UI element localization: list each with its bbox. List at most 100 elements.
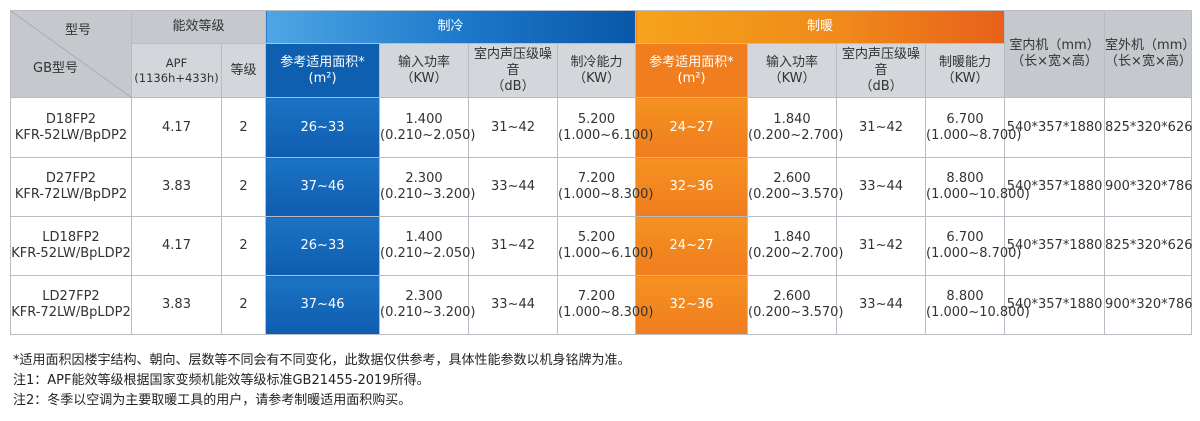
heat-power-header: 输入功率 （KW） bbox=[747, 43, 838, 98]
indoor-dim-cell: 540*357*1880 bbox=[1004, 275, 1106, 335]
footnote-apf: 注1：APF能效等级根据国家变频机能效等级标准GB21455-2019所得。 bbox=[13, 373, 430, 388]
outdoor-dim-cell: 900*320*786 bbox=[1104, 157, 1193, 217]
grade-cell: 2 bbox=[220, 97, 267, 158]
heat-power-label: 输入功率 bbox=[766, 54, 819, 70]
cool-capacity-cell: 7.200 (1.000~8.300) bbox=[557, 157, 653, 217]
model-cell: LD18FP2 KFR-52LW/BpLDP2 bbox=[10, 216, 132, 276]
cool-capacity-value: 5.200 bbox=[577, 111, 616, 127]
spec-table-body: D18FP2 KFR-52LW/BpDP2 4.17 2 26~33 1.400… bbox=[10, 97, 1193, 335]
cool-noise-cell: 31~42 bbox=[468, 216, 559, 276]
cool-power-range: (0.210~2.050) bbox=[380, 127, 476, 143]
heat-capacity-range: (1.000~8.700) bbox=[926, 246, 1022, 261]
heat-noise-cell: 33~44 bbox=[836, 275, 927, 335]
apf-label: APF bbox=[165, 55, 188, 70]
cool-power-value: 1.400 bbox=[405, 111, 443, 127]
heat-power-range: (0.200~2.700) bbox=[748, 246, 844, 261]
cool-area-cell: 37~46 bbox=[265, 157, 381, 217]
footnote-heating: 注2：冬季以空调为主要取暖工具的用户，请参考制暖适用面积购买。 bbox=[13, 393, 412, 408]
cool-power-cell: 1.400 (0.210~2.050) bbox=[379, 216, 476, 276]
table-row: LD27FP2 KFR-72LW/BpLDP2 3.83 2 37~46 2.3… bbox=[10, 275, 1193, 335]
heat-power-value: 1.840 bbox=[773, 230, 811, 245]
outdoor-dim-cell: 900*320*786 bbox=[1104, 275, 1193, 335]
cool-power-cell: 1.400 (0.210~2.050) bbox=[379, 97, 476, 158]
model-cell: D18FP2 KFR-52LW/BpDP2 bbox=[10, 97, 132, 158]
outdoor-dim-cell: 825*320*626 bbox=[1104, 216, 1193, 276]
cool-area-cell: 26~33 bbox=[265, 216, 381, 276]
efficiency-group-header: 能效等级 bbox=[130, 10, 267, 44]
cool-power-range: (0.210~2.050) bbox=[380, 246, 476, 261]
diagonal-divider bbox=[11, 11, 132, 98]
cool-area-cell: 26~33 bbox=[265, 97, 381, 158]
heat-capacity-value: 6.700 bbox=[946, 111, 984, 127]
grade-cell: 2 bbox=[220, 157, 267, 217]
heat-power-range: (0.200~2.700) bbox=[748, 127, 844, 143]
cool-capacity-value: 7.200 bbox=[577, 171, 616, 186]
heat-capacity-header: 制暖能力 （KW） bbox=[925, 43, 1006, 98]
apf-header: APF (1136h+433h) bbox=[131, 43, 222, 98]
heat-capacity-value: 8.800 bbox=[946, 289, 984, 304]
outdoor-dim-cell: 825*320*626 bbox=[1104, 97, 1193, 158]
heat-capacity-value: 8.800 bbox=[946, 171, 984, 186]
heat-area-unit: (m²) bbox=[677, 70, 706, 86]
cool-power-value: 1.400 bbox=[405, 230, 443, 245]
model-name: LD18FP2 bbox=[42, 230, 100, 245]
cool-area-unit: (m²) bbox=[308, 70, 337, 86]
apf-cell: 3.83 bbox=[131, 157, 222, 217]
table-row: D18FP2 KFR-52LW/BpDP2 4.17 2 26~33 1.400… bbox=[10, 97, 1193, 158]
model-name: D18FP2 bbox=[45, 111, 97, 127]
cool-capacity-cell: 5.200 (1.000~6.100) bbox=[557, 97, 653, 158]
gb-model-name: KFR-52LW/BpDP2 bbox=[14, 127, 128, 143]
gb-model-name: KFR-72LW/BpLDP2 bbox=[11, 305, 131, 320]
footnotes: *适用面积因楼宇结构、朝向、层数等不同会有不同变化，此数据仅供参考，具体性能参数… bbox=[13, 351, 631, 411]
indoor-dim-cell: 540*357*1880 bbox=[1004, 157, 1106, 217]
heat-capacity-range: (1.000~10.800) bbox=[926, 305, 1030, 320]
heat-noise-cell: 31~42 bbox=[836, 216, 927, 276]
heat-power-cell: 2.600 (0.200~3.570) bbox=[747, 157, 844, 217]
cool-power-header: 输入功率 （KW） bbox=[379, 43, 470, 98]
heat-area-label: 参考适用面积* bbox=[649, 54, 734, 70]
gb-model-name: KFR-72LW/BpDP2 bbox=[14, 187, 128, 202]
cool-power-range: (0.210~3.200) bbox=[380, 187, 476, 202]
heat-capacity-label: 制暖能力 bbox=[939, 54, 992, 70]
heat-power-value: 1.840 bbox=[773, 111, 811, 127]
cool-noise-cell: 31~42 bbox=[468, 97, 559, 158]
outdoor-label: 室外机（mm） bbox=[1105, 38, 1196, 53]
heat-capacity-unit: （KW） bbox=[941, 70, 989, 86]
grade-cell: 2 bbox=[220, 216, 267, 276]
gb-model-name: KFR-52LW/BpLDP2 bbox=[11, 246, 131, 261]
cool-power-cell: 2.300 (0.210~3.200) bbox=[379, 157, 476, 217]
model-name: D27FP2 bbox=[45, 171, 97, 186]
table-row: LD18FP2 KFR-52LW/BpLDP2 4.17 2 26~33 1.4… bbox=[10, 216, 1193, 276]
cool-power-label: 输入功率 bbox=[398, 54, 451, 70]
heat-noise-cell: 33~44 bbox=[836, 157, 927, 217]
model-cell: D27FP2 KFR-72LW/BpDP2 bbox=[10, 157, 132, 217]
cool-capacity-label: 制冷能力 bbox=[570, 54, 623, 70]
heat-capacity-value: 6.700 bbox=[946, 230, 984, 245]
cool-power-cell: 2.300 (0.210~3.200) bbox=[379, 275, 475, 335]
heating-group-header: 制暖 bbox=[635, 10, 1006, 44]
cooling-group-header: 制冷 bbox=[265, 10, 637, 44]
heat-area-cell: 32~36 bbox=[635, 275, 749, 335]
heat-noise-label: 室内声压级噪音 bbox=[842, 46, 921, 78]
cool-noise-cell: 33~44 bbox=[468, 157, 559, 217]
cool-power-value: 2.300 bbox=[405, 171, 443, 186]
heat-capacity-cell: 6.700 (1.000~8.700) bbox=[925, 97, 1022, 158]
apf-condition: (1136h+433h) bbox=[134, 70, 219, 85]
indoor-dim-cell: 540*357*1880 bbox=[1004, 216, 1106, 276]
cool-area-cell: 37~46 bbox=[265, 275, 381, 335]
heat-capacity-cell: 6.700 (1.000~8.700) bbox=[925, 216, 1022, 276]
grade-cell: 2 bbox=[220, 275, 267, 335]
heat-power-cell: 1.840 (0.200~2.700) bbox=[747, 216, 844, 276]
cool-capacity-unit: （KW） bbox=[573, 70, 620, 86]
heat-area-header: 参考适用面积* (m²) bbox=[635, 43, 749, 98]
cool-noise-unit: （dB） bbox=[491, 78, 535, 94]
grade-header: 等级 bbox=[220, 43, 267, 98]
indoor-label: 室内机（mm） bbox=[1009, 38, 1100, 53]
apf-cell: 4.17 bbox=[131, 97, 222, 158]
heat-power-range: (0.200~3.570) bbox=[748, 187, 844, 202]
model-name: LD27FP2 bbox=[42, 289, 100, 304]
model-label: 型号 bbox=[64, 23, 91, 38]
heat-power-cell: 1.840 (0.200~2.700) bbox=[747, 97, 844, 158]
cool-area-header: 参考适用面积* (m²) bbox=[265, 43, 381, 98]
